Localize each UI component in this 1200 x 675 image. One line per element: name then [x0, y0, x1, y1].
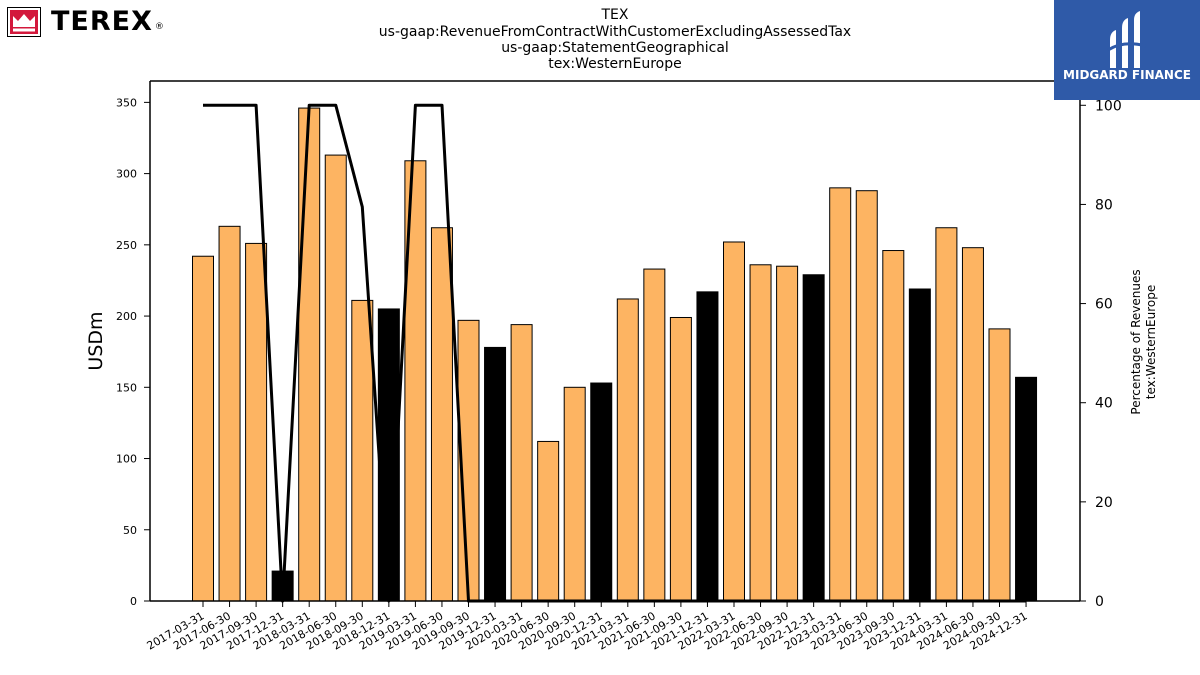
chart-title-line-1: TEX	[601, 7, 629, 23]
bar	[776, 265, 799, 602]
y2-tick-label: 80	[1095, 197, 1113, 213]
y-axis-label: USDm	[85, 311, 107, 370]
bar	[855, 190, 878, 602]
bar	[935, 227, 958, 602]
bar	[669, 316, 692, 602]
bar	[829, 187, 852, 602]
y-tick-label: 250	[116, 239, 137, 252]
bar	[908, 288, 931, 602]
bar	[430, 227, 453, 602]
chart-title-line-4: tex:WesternEurope	[548, 56, 682, 72]
bar	[298, 107, 321, 602]
bar	[1015, 376, 1038, 602]
brand-name: TEREX	[51, 6, 153, 37]
y-tick-label: 0	[130, 595, 137, 608]
y2-tick-label: 20	[1095, 495, 1113, 511]
y-tick-label: 50	[123, 524, 137, 537]
y2-axis-label-line-2: tex:WesternEurope	[1144, 285, 1158, 399]
y-tick-label: 100	[116, 453, 137, 466]
chart-title-line-3: us-gaap:StatementGeographical	[501, 40, 729, 56]
y-tick-label: 300	[116, 168, 137, 181]
y-tick-label: 150	[116, 381, 137, 394]
chart-title-line-2: us-gaap:RevenueFromContractWithCustomerE…	[378, 24, 852, 40]
bar	[696, 291, 719, 602]
bar	[484, 346, 507, 602]
watermark-text: MIDGARD FINANCE	[1063, 68, 1191, 82]
bar	[882, 250, 905, 602]
y2-axis-label-line-1: Percentage of Revenues	[1129, 269, 1143, 414]
midgard-logo-icon	[1107, 11, 1147, 68]
bar	[723, 241, 745, 602]
terex-crown-icon	[7, 6, 41, 37]
bar	[218, 225, 241, 602]
bar	[988, 328, 1011, 602]
bar	[351, 299, 374, 602]
bar	[324, 154, 347, 602]
bar	[192, 255, 214, 602]
bar	[749, 264, 772, 602]
y-tick-label: 200	[116, 310, 137, 323]
bar	[537, 440, 560, 602]
y-tick-label: 350	[116, 96, 137, 109]
bar	[510, 324, 533, 602]
bar	[616, 298, 639, 602]
bar	[643, 268, 666, 602]
bar	[802, 274, 825, 602]
y2-tick-label: 100	[1095, 98, 1122, 114]
bar	[961, 247, 984, 602]
y2-tick-label: 0	[1095, 594, 1104, 610]
y2-tick-label: 40	[1095, 396, 1113, 412]
bar	[590, 382, 613, 602]
bar	[563, 386, 586, 602]
midgard-finance-watermark: MIDGARD FINANCE	[1054, 0, 1200, 100]
terex-logo: TEREX ®	[7, 6, 164, 37]
brand-registered-mark: ®	[154, 21, 164, 32]
y2-tick-label: 60	[1095, 297, 1113, 313]
bar	[245, 242, 268, 602]
